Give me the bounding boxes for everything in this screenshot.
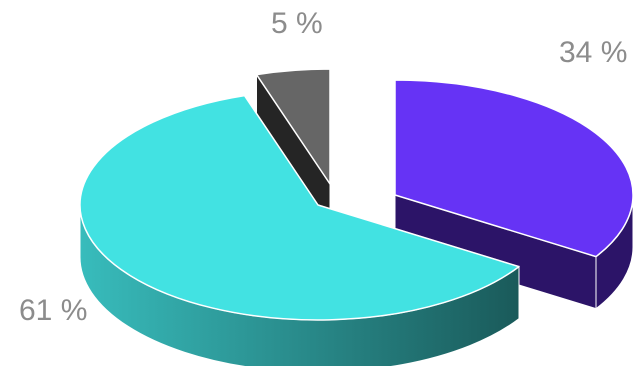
pie-slice-cyan — [79, 93, 520, 366]
slice-label-gray: 5 % — [271, 7, 323, 40]
slice-label-purple: 34 % — [559, 36, 627, 69]
pie-slice-purple — [394, 79, 634, 310]
slice-layer — [79, 68, 634, 366]
slice-label-cyan: 61 % — [19, 294, 87, 327]
label-layer: 34 % 61 % 5 % — [19, 7, 627, 327]
